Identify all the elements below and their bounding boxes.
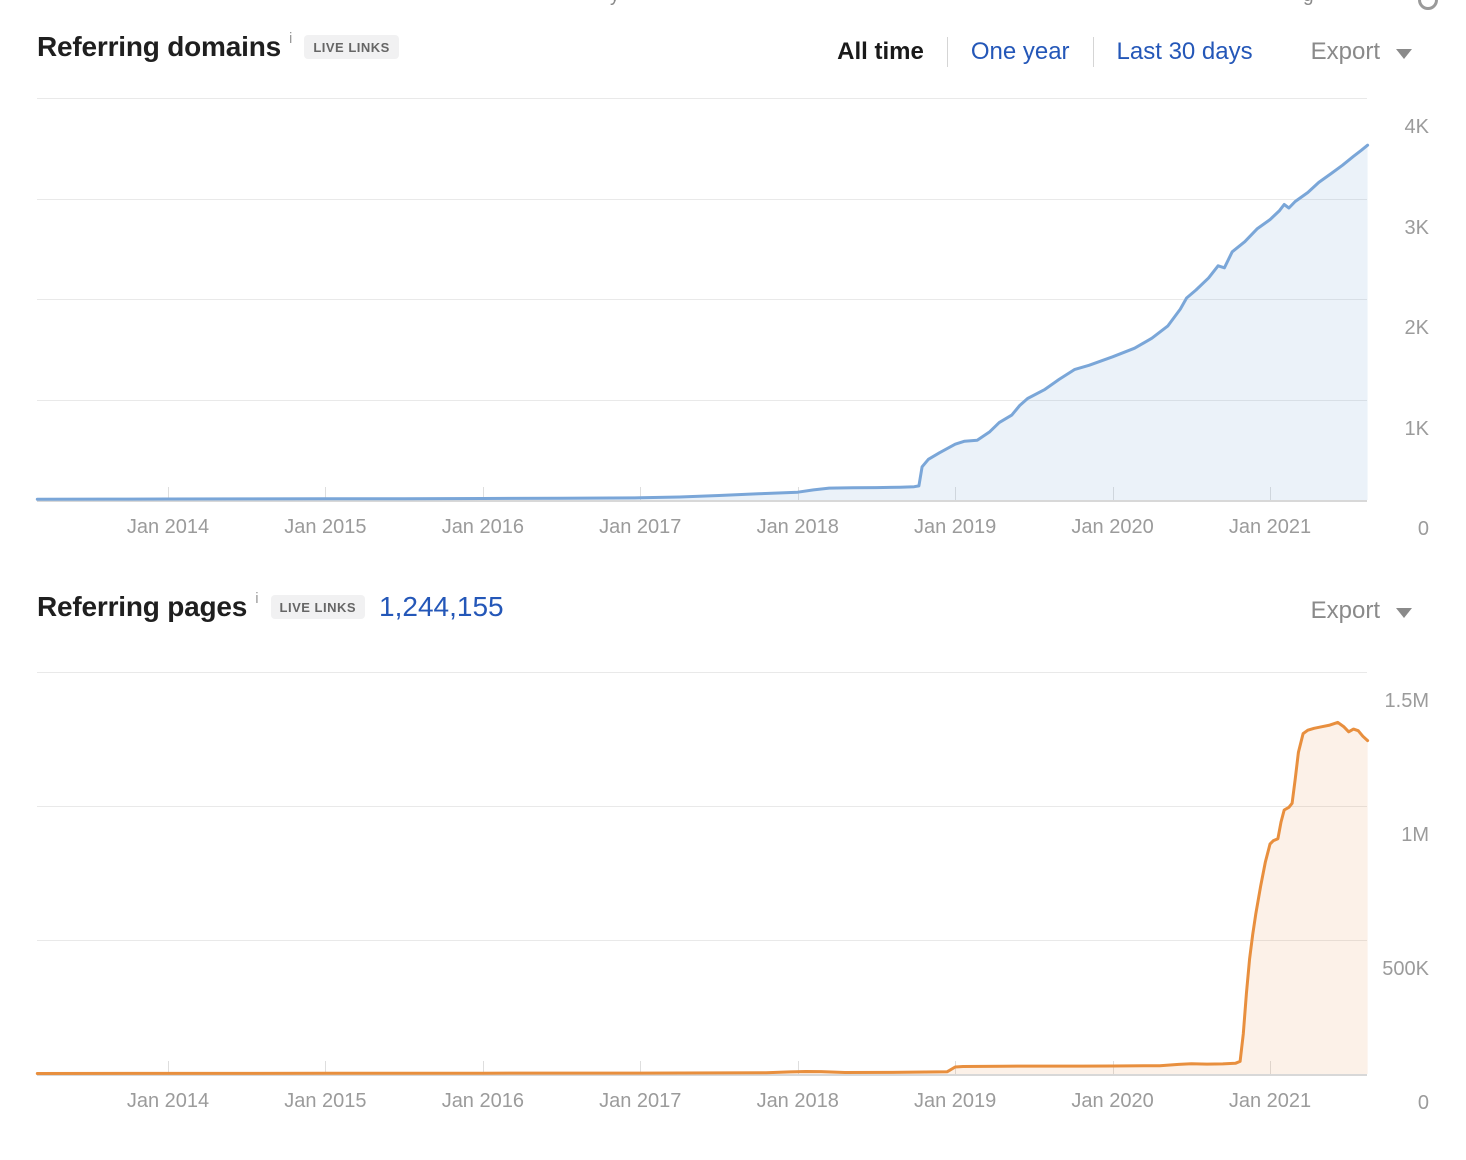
y-axis-label: 500K <box>1382 958 1429 980</box>
time-range-controls: All time One year Last 30 days Export <box>837 37 1412 67</box>
cropped-icon-fragment <box>1418 0 1438 10</box>
x-axis-label: Jan 2015 <box>284 516 367 538</box>
tab-all-time[interactable]: All time <box>837 38 924 65</box>
x-axis-label: Jan 2021 <box>1228 516 1312 538</box>
x-axis-tick <box>482 487 484 500</box>
referring-pages-count-link[interactable]: 1,244,155 <box>379 591 504 622</box>
x-axis-baseline <box>37 1074 1367 1076</box>
x-axis-tick <box>640 487 642 500</box>
live-links-badge: LIVE LINKS <box>270 595 366 619</box>
referring-domains-series <box>35 143 1370 501</box>
y-axis-label: 0 <box>1417 1092 1429 1114</box>
referring-pages-chart[interactable]: 1.5M 1M 500K 0 Jan 2014 Jan 2015 Jan 2016 Jan 2… <box>35 672 1429 1114</box>
referring-pages-header: Referring pages i LIVE LINKS 1,244,155 <box>37 589 504 623</box>
x-axis-tick <box>1270 487 1272 500</box>
y-axis-label: 2K <box>1404 317 1429 339</box>
x-axis-baseline <box>37 500 1367 502</box>
x-axis-label: Jan 2020 <box>1071 516 1154 538</box>
x-axis-label: Jan 2020 <box>1071 1090 1154 1112</box>
gridline <box>37 98 1367 99</box>
area-fill <box>37 145 1368 500</box>
series-line <box>35 143 1370 501</box>
live-links-badge: LIVE LINKS <box>304 35 399 59</box>
x-axis-tick <box>1112 487 1114 500</box>
export-controls-pages: Export <box>1311 597 1412 625</box>
gridline <box>37 399 1367 401</box>
x-axis-label: Jan 2016 <box>441 1090 524 1112</box>
x-axis-label: Jan 2018 <box>756 516 839 538</box>
referring-domains-chart[interactable]: 4K 3K 2K 1K 0 Jan 2014 Jan 2015 Jan 2016 Jan 201… <box>35 98 1429 540</box>
y-axis-label: 1M <box>1401 824 1429 846</box>
gridline <box>37 672 1367 673</box>
x-axis-label: Jan 2017 <box>599 1090 682 1112</box>
x-axis-tick <box>640 1061 642 1074</box>
referring-pages-series <box>35 720 1370 1075</box>
y-axis-label: 1.5M <box>1384 690 1429 712</box>
cropped-text-fragment: y <box>610 0 620 7</box>
y-axis-label: 4K <box>1404 116 1429 138</box>
divider <box>1092 37 1094 67</box>
export-label: Export <box>1310 597 1380 624</box>
x-axis-tick <box>167 487 169 500</box>
tab-last-30-days[interactable]: Last 30 days <box>1116 38 1253 65</box>
x-axis-label: Jan 2014 <box>126 1090 210 1112</box>
area-fill <box>37 722 1368 1074</box>
x-axis-label: Jan 2021 <box>1228 1090 1312 1112</box>
y-axis-label: 1K <box>1404 417 1429 440</box>
x-axis-label: Jan 2015 <box>284 1090 367 1112</box>
x-axis-tick <box>482 1061 484 1074</box>
section-title-referring-pages: Referring pages <box>37 591 248 622</box>
x-axis-label: Jan 2018 <box>756 1090 839 1112</box>
gridline <box>37 940 1367 941</box>
x-axis-label: Jan 2016 <box>441 516 524 538</box>
export-dropdown-domains[interactable]: Export <box>1311 38 1412 66</box>
x-axis-label: Jan 2019 <box>913 1090 997 1112</box>
gridline <box>37 806 1367 807</box>
x-axis-tick <box>1270 1061 1272 1074</box>
chevron-down-icon <box>1396 608 1412 618</box>
x-axis-tick <box>167 1061 169 1074</box>
section-title-referring-domains: Referring domains <box>37 31 281 62</box>
tab-one-year[interactable]: One year <box>970 38 1070 65</box>
x-axis-label: Jan 2014 <box>126 516 210 538</box>
x-axis-label: Jan 2019 <box>913 516 997 538</box>
cropped-text-fragment: g <box>1303 0 1314 7</box>
chevron-down-icon <box>1396 49 1412 59</box>
export-label: Export <box>1310 38 1380 65</box>
divider <box>946 37 948 67</box>
x-axis-tick <box>955 487 957 500</box>
x-axis-tick <box>325 487 327 500</box>
x-axis-tick <box>325 1061 327 1074</box>
x-axis-tick <box>1112 1061 1114 1074</box>
gridline <box>37 198 1367 200</box>
y-axis-label: 3K <box>1404 216 1429 239</box>
series-line <box>35 720 1370 1075</box>
referring-domains-header: Referring domains i LIVE LINKS <box>37 29 399 63</box>
export-dropdown-pages[interactable]: Export <box>1311 597 1412 625</box>
gridline <box>37 299 1367 300</box>
y-axis-label: 0 <box>1417 518 1429 540</box>
info-icon[interactable]: i <box>255 589 259 607</box>
info-icon[interactable]: i <box>288 29 293 47</box>
x-axis-tick <box>797 1061 799 1074</box>
x-axis-label: Jan 2017 <box>599 516 682 538</box>
